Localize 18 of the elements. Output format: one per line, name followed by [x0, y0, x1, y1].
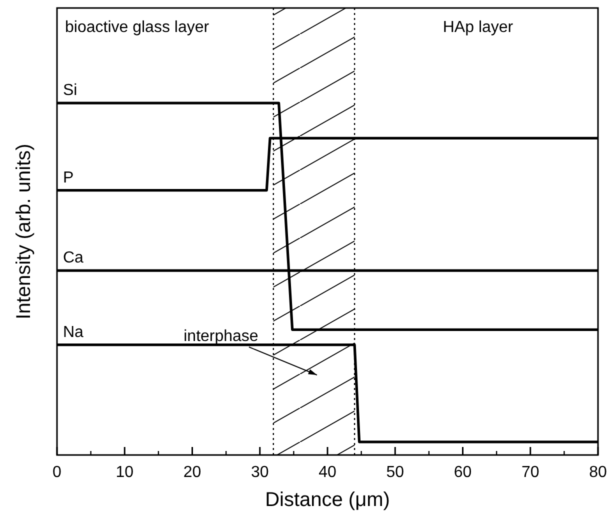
series-label: Si	[63, 82, 78, 100]
x-tick-label: 20	[183, 464, 202, 481]
text: bioactive glass layer	[65, 19, 210, 36]
x-tick-label: 0	[52, 464, 62, 481]
series-label: Na	[63, 324, 84, 341]
text: HAp layer	[442, 19, 514, 36]
x-tick-label: 80	[589, 464, 607, 481]
x-tick-label: 60	[454, 464, 472, 481]
series-label: Ca	[63, 250, 84, 267]
x-tick-label: 70	[521, 464, 540, 481]
x-tick-label: 40	[318, 464, 336, 481]
annotation: interphase	[184, 328, 258, 345]
series-label: P	[63, 169, 74, 186]
x-tick-label: 10	[116, 464, 134, 481]
y-axis-title: Intensity (arb. units)	[13, 144, 35, 320]
x-tick-label: 30	[250, 464, 269, 481]
x-axis-title: Distance (μm)	[265, 489, 390, 511]
x-tick-label: 50	[386, 464, 404, 481]
